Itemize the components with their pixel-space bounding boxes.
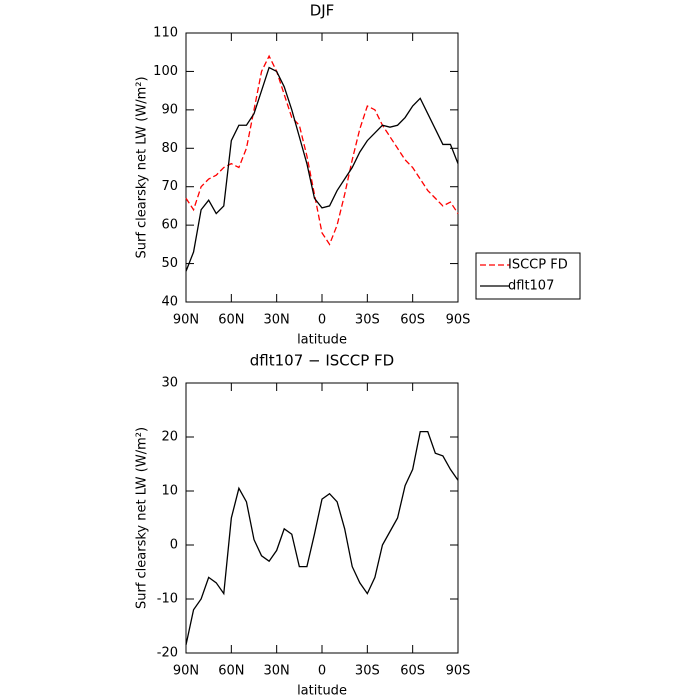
x-tick-label: 60N [218, 313, 244, 328]
legend-box [475, 252, 581, 300]
y-tick-label: 20 [161, 430, 178, 445]
x-axis-label: latitude [297, 333, 347, 348]
x-tick-label: 30S [355, 664, 380, 679]
chart-title: dflt107 − ISCCP FD [250, 352, 394, 370]
x-tick-label: 60N [218, 664, 244, 679]
y-tick-label: 100 [153, 64, 178, 79]
x-tick-label: 60S [400, 664, 425, 679]
y-tick-label: -10 [157, 592, 178, 607]
x-tick-label: 90S [446, 664, 471, 679]
y-tick-label: -20 [157, 646, 178, 661]
plot-frame [185, 32, 459, 303]
y-tick-label: 50 [161, 256, 178, 271]
data-line [185, 430, 459, 646]
x-axis-label: latitude [297, 684, 347, 699]
legend-label: ISCCP FD [508, 258, 568, 273]
x-tick-label: 30N [264, 664, 290, 679]
data-line [185, 54, 459, 246]
y-axis-label: Surf clearsky net LW (W/m²) [135, 427, 150, 609]
x-tick-label: 30N [264, 313, 290, 328]
y-tick-label: 90 [161, 102, 178, 117]
y-tick-label: 110 [153, 26, 178, 41]
x-tick-label: 0 [318, 664, 326, 679]
y-tick-label: 60 [161, 218, 178, 233]
x-tick-label: 0 [318, 313, 326, 328]
plot-frame [185, 382, 459, 654]
y-tick-label: 40 [161, 295, 178, 310]
x-tick-label: 90N [173, 313, 199, 328]
y-axis-label: Surf clearsky net LW (W/m²) [135, 76, 150, 258]
chart-title: DJF [310, 2, 335, 20]
y-tick-label: 10 [161, 484, 178, 499]
y-tick-label: 80 [161, 141, 178, 156]
x-tick-label: 30S [355, 313, 380, 328]
y-tick-label: 0 [170, 538, 178, 553]
x-tick-label: 60S [400, 313, 425, 328]
legend-label: dflt107 [508, 279, 554, 294]
x-tick-label: 90N [173, 664, 199, 679]
y-tick-label: 30 [161, 376, 178, 391]
data-line [185, 66, 459, 272]
x-tick-label: 90S [446, 313, 471, 328]
y-tick-label: 70 [161, 179, 178, 194]
